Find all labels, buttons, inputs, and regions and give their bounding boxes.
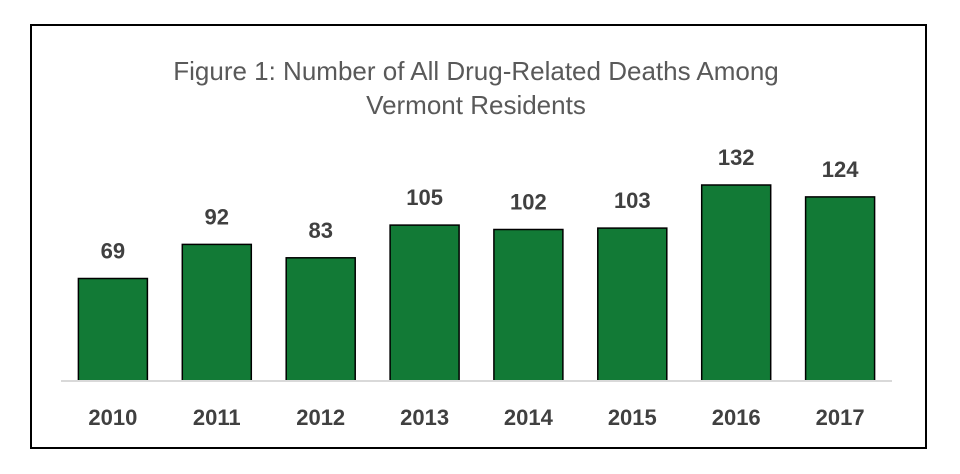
value-labels-layer: 69 92 83 105 102 103 132 124 bbox=[101, 145, 860, 264]
value-label-2017: 124 bbox=[822, 157, 859, 182]
chart-title-line-1: Figure 1: Number of All Drug-Related Dea… bbox=[173, 56, 779, 86]
chart-frame bbox=[30, 24, 927, 449]
bar-2012 bbox=[285, 257, 356, 382]
bar-2015 bbox=[597, 227, 668, 382]
x-tick-label-2011: 2011 bbox=[193, 405, 241, 430]
value-label-2012: 83 bbox=[308, 218, 332, 243]
x-tick-label-2012: 2012 bbox=[296, 405, 345, 430]
x-tick-label-2010: 2010 bbox=[88, 405, 137, 430]
bar-2010 bbox=[77, 277, 149, 382]
x-tick-label-2017: 2017 bbox=[816, 405, 865, 430]
bars-layer bbox=[77, 184, 876, 382]
bar-2014 bbox=[493, 228, 564, 382]
value-label-2010: 69 bbox=[101, 239, 125, 264]
bar-2017 bbox=[804, 196, 876, 382]
value-label-2016: 132 bbox=[718, 145, 755, 170]
tick-labels-layer: 2010 2011 2012 2013 2014 2015 2016 2017 bbox=[88, 405, 864, 430]
x-tick-label-2016: 2016 bbox=[712, 405, 761, 430]
bar-2016 bbox=[700, 184, 772, 382]
value-label-2014: 102 bbox=[510, 190, 547, 215]
x-tick-label-2014: 2014 bbox=[504, 405, 554, 430]
value-label-2015: 103 bbox=[614, 188, 651, 213]
value-label-2013: 105 bbox=[406, 185, 443, 210]
value-label-2011: 92 bbox=[205, 204, 229, 229]
chart-title-line-2: Vermont Residents bbox=[366, 90, 586, 120]
bar-2011 bbox=[181, 243, 253, 382]
bar-2013 bbox=[389, 224, 460, 382]
x-tick-label-2015: 2015 bbox=[608, 405, 657, 430]
x-tick-label-2013: 2013 bbox=[400, 405, 449, 430]
